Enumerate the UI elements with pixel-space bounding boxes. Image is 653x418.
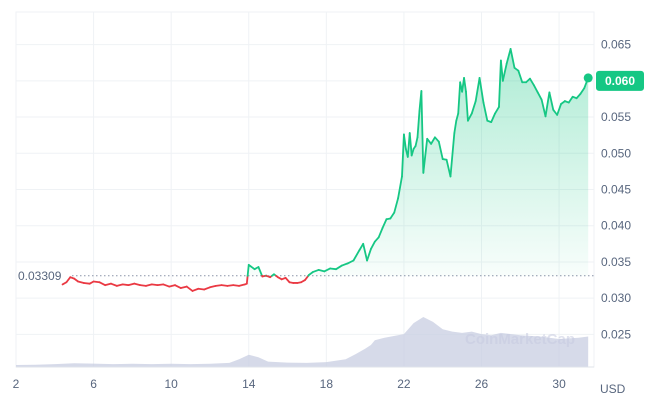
area-fill xyxy=(63,49,589,276)
price-segment xyxy=(193,289,199,291)
current-price-badge: 0.060 xyxy=(596,71,644,91)
price-segment xyxy=(175,285,181,288)
y-tick-label: 0.065 xyxy=(601,38,631,52)
area-above-reference xyxy=(63,49,589,276)
price-segment xyxy=(99,282,105,285)
x-tick-label: 26 xyxy=(475,377,489,391)
y-tick-label: 0.035 xyxy=(601,255,631,269)
y-tick-label: 0.040 xyxy=(601,219,631,233)
y-tick-label: 0.025 xyxy=(601,327,631,341)
x-tick-label: 10 xyxy=(164,377,178,391)
x-tick-label: 22 xyxy=(397,377,411,391)
y-tick-label: 0.050 xyxy=(601,146,631,160)
y-tick-label: 0.030 xyxy=(601,291,631,305)
currency-label: USD xyxy=(600,382,626,396)
x-tick-label: 14 xyxy=(242,377,256,391)
price-segment xyxy=(204,287,210,289)
current-price-marker xyxy=(584,73,593,82)
y-tick-label: 0.045 xyxy=(601,183,631,197)
x-tick-label: 2 xyxy=(13,377,20,391)
current-price-label: 0.060 xyxy=(605,74,635,88)
price-segment xyxy=(248,265,249,276)
watermark-text: CoinMarketCap xyxy=(465,331,575,348)
reference-label: 0.03309 xyxy=(18,269,62,283)
price-segment xyxy=(247,276,248,284)
price-segment xyxy=(66,277,70,282)
price-segment xyxy=(187,287,193,291)
price-segment xyxy=(111,284,117,286)
x-tick-label: 30 xyxy=(552,377,566,391)
price-segment xyxy=(163,284,169,286)
x-tick-label: 18 xyxy=(320,377,334,391)
x-tick-label: 6 xyxy=(90,377,97,391)
y-tick-label: 0.055 xyxy=(601,110,631,124)
